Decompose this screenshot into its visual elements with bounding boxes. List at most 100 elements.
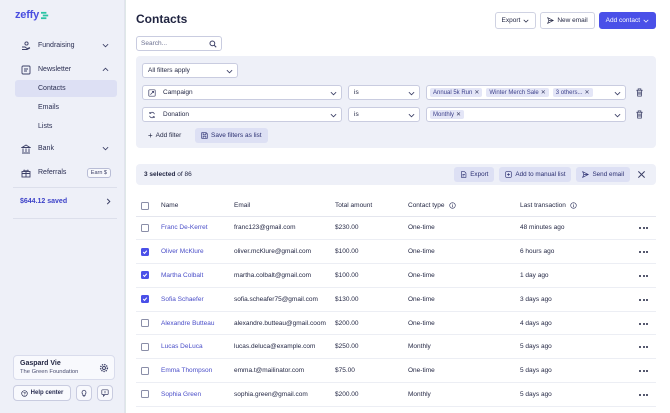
export-icon — [461, 171, 467, 178]
help-center-button[interactable]: Help center — [13, 385, 71, 401]
table-row[interactable]: Alexandre Butteau alexandre.butteau@gmail… — [136, 311, 656, 336]
add-filter-button[interactable]: + Add filter — [148, 131, 181, 139]
contact-total: $75.00 — [335, 358, 408, 384]
table-header-row: Name Email Total amount Contact type Las… — [136, 196, 656, 217]
search-input[interactable] — [141, 40, 205, 47]
sidebar-item-bank[interactable]: Bank — [13, 140, 117, 157]
contact-name-link[interactable]: Oliver McKlure — [161, 248, 204, 256]
send-icon — [547, 17, 555, 24]
add-contact-label: Add contact — [605, 17, 640, 24]
chevron-down-icon — [102, 146, 109, 151]
contact-name-link[interactable]: Sophia Green — [161, 390, 202, 398]
contact-name-link[interactable]: Alexandre Butteau — [161, 319, 215, 327]
table-row[interactable]: Emma Thompson emma.t@mailinator.com $75.00… — [136, 358, 656, 384]
trash-icon[interactable] — [635, 88, 644, 97]
remove-tag-icon[interactable]: ✕ — [584, 90, 590, 96]
row-checkbox[interactable] — [141, 390, 149, 399]
send-email-button[interactable]: Send email — [576, 167, 630, 182]
contact-last-transaction: 5 days ago — [520, 382, 626, 407]
filter-operator-select[interactable]: is — [348, 85, 420, 100]
more-options-icon[interactable] — [639, 346, 648, 349]
table-row[interactable]: Franc De-Kerret franc123@gmail.com $230.00… — [136, 216, 656, 241]
info-icon[interactable] — [570, 202, 577, 209]
column-header-name[interactable]: Name — [161, 196, 234, 217]
add-contact-button[interactable]: Add contact — [598, 12, 656, 29]
table-row[interactable]: Sophia Green sophia.green@gmail.com $200.0… — [136, 382, 656, 407]
recurring-icon — [148, 111, 156, 119]
row-checkbox[interactable] — [141, 366, 149, 375]
column-header-email[interactable]: Email — [234, 196, 335, 217]
account-card[interactable]: Gaspard Vie The Green Foundation — [13, 355, 115, 380]
contact-type: One-time — [408, 287, 520, 312]
search-box — [136, 36, 222, 51]
filter-field-select[interactable]: Campaign — [142, 85, 342, 100]
column-header-label: Last transaction — [520, 202, 566, 210]
new-email-button[interactable]: New email — [540, 12, 595, 29]
sidebar-item-referrals[interactable]: Referrals Earn $ — [13, 164, 117, 181]
new-email-label: New email — [557, 17, 588, 24]
contact-name-link[interactable]: Sofia Schaefer — [161, 295, 204, 303]
filter-operator-value: is — [354, 89, 359, 96]
table-row[interactable]: Martha Colbalt martha.colbalt@gmail.com $1… — [136, 263, 656, 288]
feedback-button[interactable] — [97, 385, 113, 401]
filter-mode-select[interactable]: All filters apply — [142, 63, 238, 78]
more-options-icon[interactable] — [639, 370, 648, 373]
sidebar-bottom-actions: Help center — [13, 385, 113, 401]
sidebar-subitem-emails[interactable]: Emails — [13, 99, 117, 116]
contact-name-link[interactable]: Lucas DeLuca — [161, 343, 203, 351]
logo[interactable]: zeffy — [15, 9, 50, 21]
row-checkbox[interactable] — [141, 295, 149, 304]
more-options-icon[interactable] — [639, 298, 648, 301]
sidebar-item-fundraising[interactable]: Fundraising — [13, 37, 117, 54]
table-row[interactable]: Oliver McKlure oliver.mcKlure@gmail.com $1… — [136, 239, 656, 265]
chevron-down-icon — [408, 91, 415, 96]
row-checkbox[interactable] — [141, 223, 149, 232]
sidebar-subitem-lists[interactable]: Lists — [13, 118, 117, 135]
row-checkbox[interactable] — [141, 247, 149, 256]
more-options-icon[interactable] — [639, 322, 648, 325]
lightbulb-button[interactable] — [76, 385, 92, 401]
column-header-contact-type[interactable]: Contact type — [408, 196, 520, 217]
sidebar-subitem-label: Contacts — [38, 85, 66, 92]
chevron-down-icon — [643, 19, 649, 23]
filter-operator-select[interactable]: is — [348, 107, 420, 122]
select-all-checkbox[interactable] — [141, 201, 149, 210]
more-options-icon[interactable] — [639, 393, 648, 396]
row-checkbox[interactable] — [141, 342, 149, 351]
trash-icon[interactable] — [635, 110, 644, 119]
gear-icon[interactable] — [99, 363, 109, 373]
filter-field-select[interactable]: Donation — [142, 107, 342, 122]
contact-name-link[interactable]: Emma Thompson — [161, 367, 213, 375]
info-icon[interactable] — [448, 202, 456, 209]
contact-name-link[interactable]: Franc De-Kerret — [161, 224, 208, 232]
contact-last-transaction: 48 minutes ago — [520, 216, 626, 241]
remove-tag-icon[interactable]: ✕ — [456, 112, 462, 118]
contact-email: lucas.deluca@example.com — [234, 334, 335, 360]
contact-name-link[interactable]: Martha Colbalt — [161, 271, 204, 279]
saved-amount-link[interactable]: $644.12 saved — [20, 198, 112, 205]
row-checkbox[interactable] — [141, 271, 149, 280]
sidebar-subitem-contacts[interactable]: Contacts — [15, 80, 117, 97]
more-options-icon[interactable] — [639, 274, 648, 277]
add-to-manual-list-button[interactable]: Add to manual list — [499, 167, 572, 182]
search-icon[interactable] — [209, 39, 217, 48]
table-row[interactable]: Sofia Schaefer sofia.scheafer75@gmail.com… — [136, 287, 656, 312]
more-options-icon[interactable] — [639, 227, 648, 230]
remove-tag-icon[interactable]: ✕ — [474, 90, 480, 96]
row-checkbox[interactable] — [141, 319, 149, 328]
filter-values-select[interactable]: Monthly ✕ — [426, 107, 626, 122]
table-row[interactable]: Lucas DeLuca lucas.deluca@example.com $250… — [136, 334, 656, 360]
bulk-export-button[interactable]: Export — [454, 167, 495, 182]
column-header-total[interactable]: Total amount — [335, 196, 408, 217]
sidebar-item-label: Bank — [38, 145, 54, 152]
filter-values-select[interactable]: Annual 5k Run ✕ Winter Merch Sale ✕ 3 othe… — [426, 85, 626, 100]
close-icon[interactable] — [637, 170, 646, 179]
selection-count: 3 selected of 86 — [144, 171, 192, 178]
export-dropdown-button[interactable]: Export — [494, 12, 537, 29]
contact-last-transaction: 3 days ago — [520, 287, 626, 312]
column-header-last-transaction[interactable]: Last transaction — [520, 196, 626, 217]
sidebar-item-newsletter[interactable]: Newsletter — [13, 61, 117, 78]
save-filters-as-list-button[interactable]: Save filters as list — [195, 128, 268, 143]
more-options-icon[interactable] — [639, 251, 648, 254]
remove-tag-icon[interactable]: ✕ — [540, 90, 546, 96]
